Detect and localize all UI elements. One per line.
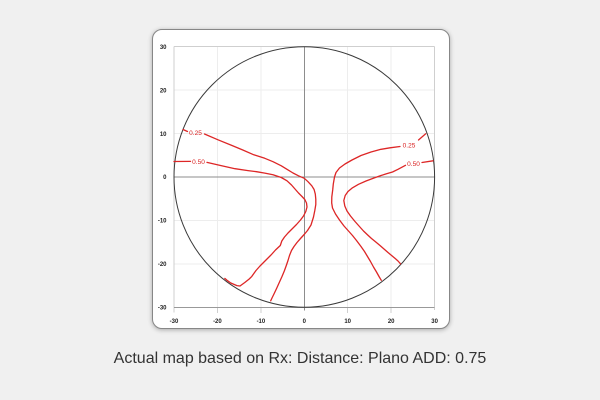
svg-text:-20: -20: [213, 319, 222, 325]
svg-text:0.25: 0.25: [189, 130, 202, 137]
svg-text:10: 10: [160, 132, 167, 138]
svg-text:-20: -20: [158, 262, 167, 268]
svg-text:0.50: 0.50: [192, 159, 205, 166]
svg-text:20: 20: [160, 88, 167, 94]
svg-text:10: 10: [344, 319, 351, 325]
svg-text:-10: -10: [257, 319, 266, 325]
svg-text:20: 20: [388, 319, 395, 325]
svg-text:-30: -30: [158, 306, 167, 312]
svg-text:0.50: 0.50: [407, 161, 420, 168]
svg-text:0: 0: [303, 319, 307, 325]
svg-text:30: 30: [431, 319, 438, 325]
svg-text:0: 0: [163, 175, 167, 181]
svg-text:-10: -10: [158, 219, 167, 225]
svg-text:-30: -30: [170, 319, 179, 325]
svg-text:30: 30: [160, 45, 167, 51]
svg-text:0.25: 0.25: [403, 143, 416, 150]
